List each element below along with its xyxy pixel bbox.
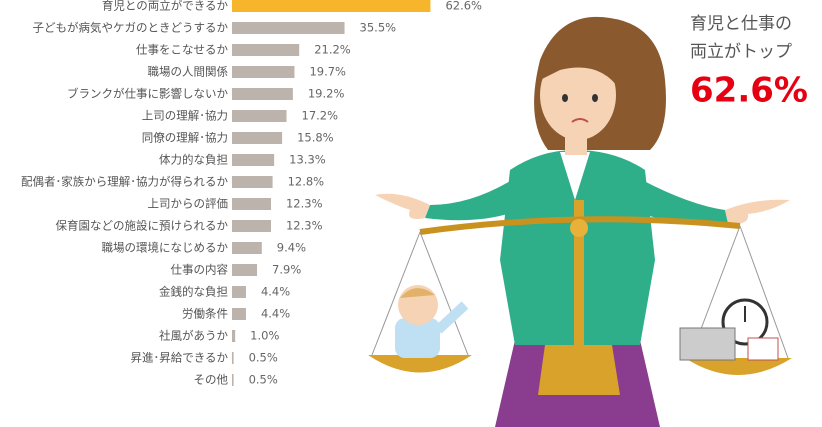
value-label: 9.4% bbox=[277, 241, 306, 255]
bar bbox=[232, 0, 431, 12]
bar bbox=[232, 198, 271, 210]
value-label: 0.5% bbox=[249, 373, 278, 387]
value-label: 62.6% bbox=[445, 0, 482, 13]
category-label: 保育園などの施設に預けられるか bbox=[56, 219, 229, 233]
bar bbox=[232, 22, 345, 34]
value-label: 4.4% bbox=[261, 307, 290, 321]
category-label: 仕事の内容 bbox=[171, 263, 229, 277]
value-label: 4.4% bbox=[261, 285, 290, 299]
value-label: 1.0% bbox=[250, 329, 279, 343]
category-label: 職場の人間関係 bbox=[148, 65, 229, 79]
bar bbox=[232, 264, 258, 276]
bar bbox=[232, 308, 246, 320]
bar bbox=[232, 242, 262, 254]
category-label: 仕事をこなせるか bbox=[136, 43, 228, 57]
category-label: 職場の環境になじめるか bbox=[102, 241, 229, 255]
callout-text: 両立がトップ bbox=[690, 42, 792, 62]
value-label: 35.5% bbox=[360, 21, 397, 35]
value-label: 15.8% bbox=[297, 131, 334, 145]
category-label: 社風があうか bbox=[159, 329, 228, 343]
category-label: 配偶者･家族から理解･協力が得られるか bbox=[21, 175, 228, 189]
bar bbox=[232, 132, 283, 144]
value-label: 21.2% bbox=[314, 43, 351, 57]
value-label: 0.5% bbox=[249, 351, 278, 365]
bar bbox=[232, 154, 275, 166]
value-label: 12.3% bbox=[286, 219, 323, 233]
bar bbox=[232, 220, 271, 232]
callout-text: 62.6% bbox=[690, 71, 808, 111]
category-label: 昇進･昇給できるか bbox=[130, 351, 228, 365]
value-label: 7.9% bbox=[272, 263, 301, 277]
bar bbox=[232, 330, 236, 342]
category-label: 子どもが病気やケガのときどうするか bbox=[33, 21, 229, 35]
category-label: 育児との両立ができるか bbox=[102, 0, 229, 13]
value-label: 17.2% bbox=[302, 109, 339, 123]
bar bbox=[232, 176, 273, 188]
value-label: 19.2% bbox=[308, 87, 345, 101]
category-label: その他 bbox=[194, 373, 229, 387]
value-label: 13.3% bbox=[289, 153, 326, 167]
category-label: 労働条件 bbox=[182, 307, 228, 321]
bar bbox=[232, 286, 246, 298]
category-label: 同僚の理解･協力 bbox=[142, 131, 228, 145]
bar bbox=[232, 110, 287, 122]
bar bbox=[232, 88, 293, 100]
category-label: 上司の理解･協力 bbox=[142, 109, 228, 123]
value-label: 12.8% bbox=[288, 175, 325, 189]
bar bbox=[232, 374, 234, 386]
bar bbox=[232, 352, 234, 364]
illustration bbox=[368, 16, 792, 427]
category-label: ブランクが仕事に影響しないか bbox=[67, 87, 228, 101]
category-label: 体力的な負担 bbox=[159, 153, 228, 167]
callout-text: 育児と仕事の bbox=[690, 14, 792, 34]
bar bbox=[232, 44, 300, 56]
bar bbox=[232, 66, 295, 78]
category-label: 上司からの評価 bbox=[148, 197, 229, 211]
category-label: 金銭的な負担 bbox=[159, 285, 228, 299]
value-label: 12.3% bbox=[286, 197, 323, 211]
value-label: 19.7% bbox=[309, 65, 346, 79]
